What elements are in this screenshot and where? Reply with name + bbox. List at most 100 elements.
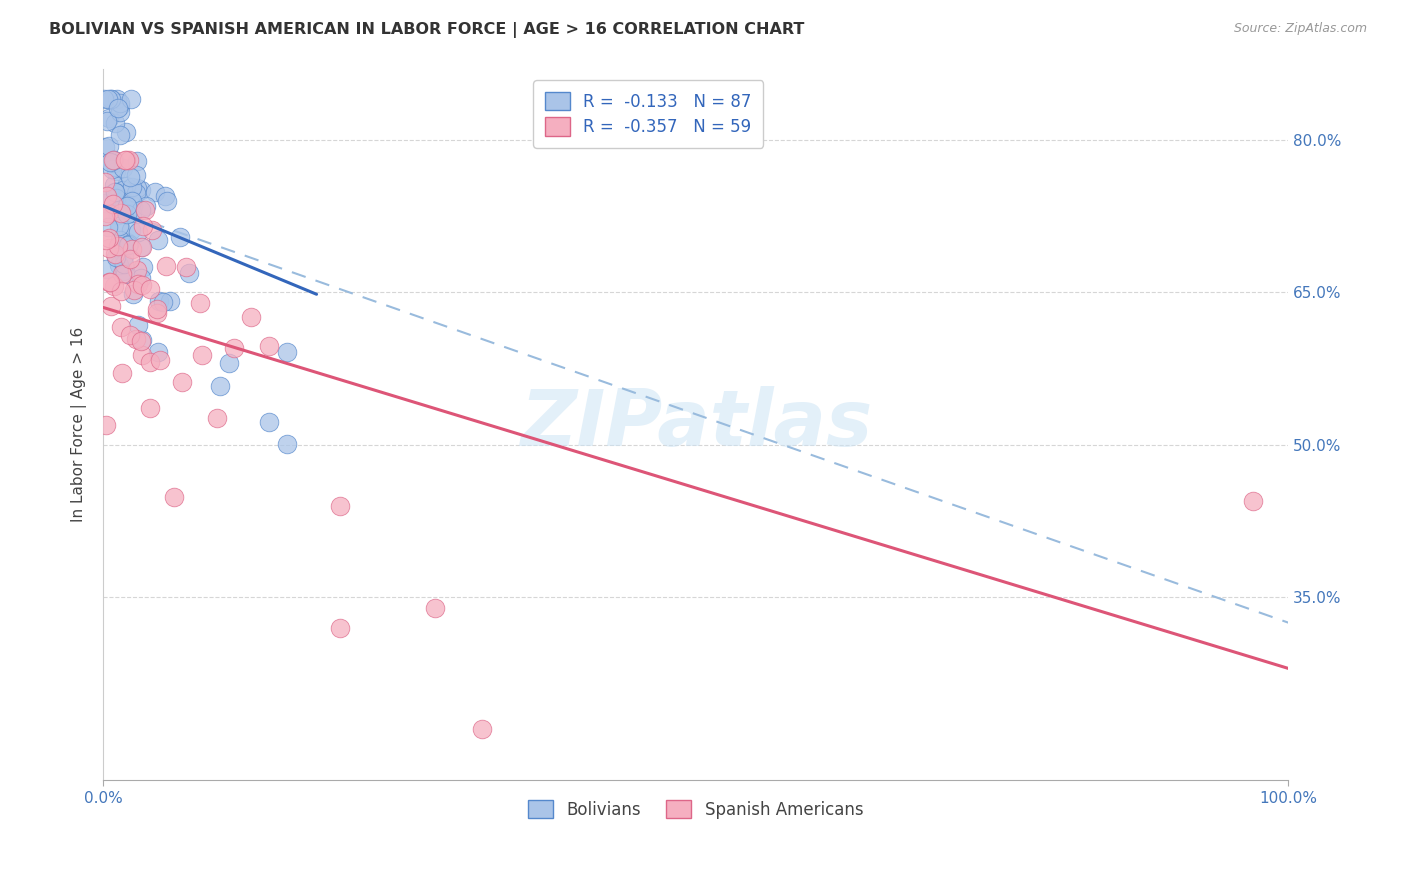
Point: [111, 366, 134, 380]
Point: [1241, 493, 1264, 508]
Point: [97, 92, 120, 106]
Point: [131, 239, 153, 253]
Point: [114, 267, 136, 281]
Point: [155, 259, 177, 273]
Point: [112, 183, 135, 197]
Point: [135, 199, 157, 213]
Text: Source: ZipAtlas.com: Source: ZipAtlas.com: [1233, 22, 1367, 36]
Point: [104, 191, 127, 205]
Point: [120, 193, 142, 207]
Point: [98, 275, 121, 289]
Point: [129, 183, 152, 197]
Legend: Bolivians, Spanish Americans: Bolivians, Spanish Americans: [522, 793, 870, 825]
Y-axis label: In Labor Force | Age > 16: In Labor Force | Age > 16: [72, 326, 87, 522]
Point: [121, 199, 143, 213]
Point: [115, 235, 138, 249]
Point: [97, 139, 120, 153]
Point: [127, 277, 149, 291]
Point: [125, 332, 148, 346]
Point: [134, 202, 156, 217]
Point: [104, 163, 127, 178]
Point: [100, 299, 122, 313]
Point: [146, 306, 169, 320]
Point: [141, 223, 163, 237]
Point: [257, 339, 280, 353]
Point: [131, 349, 153, 363]
Point: [117, 207, 139, 221]
Point: [471, 722, 494, 736]
Point: [125, 186, 148, 201]
Point: [94, 210, 117, 224]
Point: [108, 99, 131, 113]
Point: [205, 410, 228, 425]
Point: [127, 181, 149, 195]
Point: [108, 104, 131, 119]
Point: [107, 208, 129, 222]
Point: [111, 264, 134, 278]
Point: [121, 242, 143, 256]
Point: [152, 294, 174, 309]
Point: [103, 197, 125, 211]
Point: [105, 250, 128, 264]
Point: [96, 204, 118, 219]
Point: [110, 206, 132, 220]
Point: [423, 601, 446, 615]
Point: [108, 233, 131, 247]
Point: [108, 128, 131, 142]
Point: [103, 278, 125, 293]
Point: [127, 153, 149, 168]
Point: [104, 116, 127, 130]
Point: [218, 356, 240, 370]
Point: [94, 196, 117, 211]
Point: [96, 114, 118, 128]
Point: [97, 275, 120, 289]
Point: [156, 194, 179, 208]
Point: [105, 92, 128, 106]
Point: [118, 153, 141, 167]
Point: [94, 261, 117, 276]
Point: [97, 241, 120, 255]
Point: [125, 168, 148, 182]
Point: [129, 240, 152, 254]
Point: [120, 223, 142, 237]
Point: [240, 310, 263, 324]
Point: [143, 185, 166, 199]
Point: [107, 238, 129, 252]
Point: [100, 92, 122, 106]
Point: [174, 260, 197, 274]
Point: [96, 189, 118, 203]
Point: [120, 92, 142, 106]
Point: [114, 153, 136, 167]
Point: [108, 258, 131, 272]
Point: [103, 186, 125, 200]
Point: [209, 379, 232, 393]
Point: [121, 194, 143, 208]
Point: [96, 189, 118, 203]
Point: [138, 401, 160, 416]
Point: [329, 621, 352, 635]
Point: [103, 153, 125, 168]
Point: [93, 175, 115, 189]
Point: [177, 266, 200, 280]
Point: [103, 185, 125, 199]
Point: [114, 125, 136, 139]
Point: [97, 206, 120, 220]
Point: [153, 188, 176, 202]
Point: [129, 203, 152, 218]
Point: [110, 221, 132, 235]
Point: [120, 252, 142, 266]
Point: [103, 156, 125, 170]
Point: [108, 219, 131, 233]
Point: [107, 101, 129, 115]
Point: [188, 296, 211, 310]
Point: [100, 161, 122, 176]
Point: [132, 260, 155, 274]
Point: [159, 293, 181, 308]
Point: [112, 249, 135, 263]
Point: [97, 220, 120, 235]
Point: [121, 179, 143, 194]
Point: [131, 271, 153, 285]
Point: [145, 301, 167, 316]
Point: [118, 328, 141, 343]
Point: [115, 197, 138, 211]
